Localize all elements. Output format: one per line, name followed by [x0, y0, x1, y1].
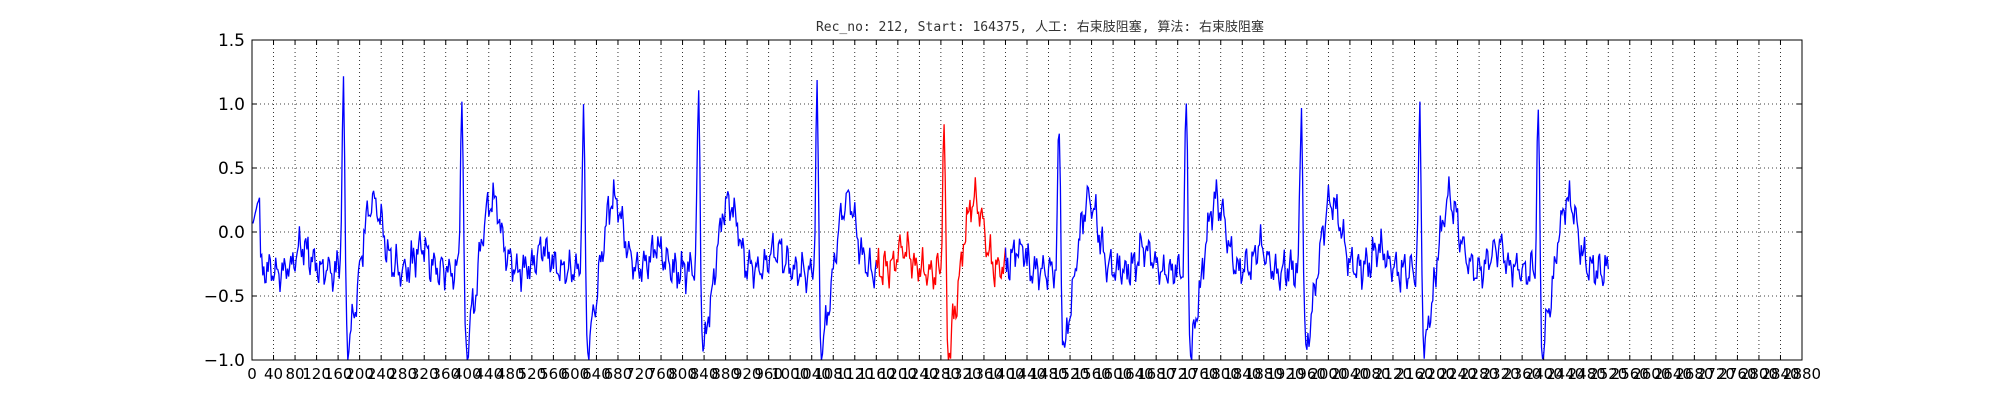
y-tick-label: 1.0 — [218, 95, 245, 115]
x-tick-label: 840 — [690, 365, 719, 383]
chart-title: Rec_no: 212, Start: 164375, 人工: 右束肢阻塞, 算… — [816, 19, 1264, 35]
x-tick-label: 1200 — [879, 365, 917, 383]
x-tick-label: 160 — [324, 365, 353, 383]
x-tick-label: 1080 — [814, 365, 852, 383]
x-tick-label: 2480 — [1568, 365, 1606, 383]
x-tick-label: 1680 — [1137, 365, 1175, 383]
x-tick-label: 2080 — [1352, 365, 1390, 383]
x-tick-label: 1120 — [836, 365, 874, 383]
x-tick-label: 1560 — [1072, 365, 1110, 383]
x-tick-label: 40 — [264, 365, 283, 383]
x-tick-label: 800 — [668, 365, 697, 383]
x-tick-label: 1840 — [1223, 365, 1261, 383]
plot-frame — [251, 39, 1803, 361]
x-tick-label: 480 — [496, 365, 525, 383]
x-tick-label: 1920 — [1266, 365, 1304, 383]
x-tick-label: 2800 — [1740, 365, 1778, 383]
x-tick-label: 1520 — [1051, 365, 1089, 383]
x-tick-label: 2720 — [1697, 365, 1735, 383]
x-tick-label: 2160 — [1395, 365, 1433, 383]
x-tick-label: 2280 — [1460, 365, 1498, 383]
x-tick-label: 1600 — [1094, 365, 1132, 383]
grid-lines — [252, 40, 1802, 360]
x-tick-label: 1640 — [1116, 365, 1154, 383]
x-tick-label: 1000 — [771, 365, 809, 383]
y-tick-label: 0.0 — [218, 223, 245, 243]
x-tick-label: 520 — [518, 365, 547, 383]
x-tick-label: 1040 — [793, 365, 831, 383]
x-tick-label: 1280 — [922, 365, 960, 383]
x-tick-label: 1240 — [900, 365, 938, 383]
x-tick-label: 360 — [431, 365, 460, 383]
ecg-highlight-line — [875, 124, 1007, 361]
ecg-series-line — [1004, 101, 1609, 361]
x-tick-label: 1320 — [943, 365, 981, 383]
x-tick-label: 2600 — [1632, 365, 1670, 383]
x-tick-label: 1400 — [986, 365, 1024, 383]
x-tick-label: 680 — [604, 365, 633, 383]
x-tick-label: 280 — [388, 365, 417, 383]
x-tick-label: 920 — [733, 365, 762, 383]
x-tick-label: 2640 — [1654, 365, 1692, 383]
x-tick-label: 2400 — [1525, 365, 1563, 383]
x-tick-label: 720 — [625, 365, 654, 383]
y-tick-label: 1.5 — [218, 31, 245, 51]
x-tick-label: 2560 — [1611, 365, 1649, 383]
x-tick-label: 1960 — [1288, 365, 1326, 383]
x-tick-label: 1720 — [1159, 365, 1197, 383]
x-tick-label: 2120 — [1374, 365, 1412, 383]
x-tick-label: 2440 — [1546, 365, 1584, 383]
x-tick-label: 1800 — [1202, 365, 1240, 383]
x-tick-label: 2040 — [1331, 365, 1369, 383]
x-tick-label: 120 — [302, 365, 331, 383]
x-tick-label: 2680 — [1675, 365, 1713, 383]
x-tick-label: 400 — [453, 365, 482, 383]
x-tick-label: 0 — [247, 365, 257, 383]
x-tick-label: 760 — [647, 365, 676, 383]
y-tick-label: 0.5 — [218, 159, 245, 179]
series-lines — [252, 76, 1609, 361]
x-tick-label: 2320 — [1482, 365, 1520, 383]
x-tick-label: 440 — [474, 365, 503, 383]
x-tick-label: 1160 — [857, 365, 895, 383]
x-tick-label: 960 — [754, 365, 783, 383]
x-tick-label: 2520 — [1589, 365, 1627, 383]
x-tick-label: 2360 — [1503, 365, 1541, 383]
x-tick-label: 2240 — [1438, 365, 1476, 383]
axis-ticks: 0 40 8012016020024028032036040044048052056… — [204, 31, 1821, 383]
y-tick-label: −0.5 — [204, 287, 245, 307]
x-tick-label: 80 — [286, 365, 305, 383]
x-tick-label: 880 — [711, 365, 740, 383]
x-tick-label: 2760 — [1718, 365, 1756, 383]
x-tick-label: 1360 — [965, 365, 1003, 383]
x-tick-label: 200 — [345, 365, 374, 383]
ecg-series-line — [252, 76, 877, 361]
x-tick-label: 2000 — [1309, 365, 1347, 383]
x-tick-label: 320 — [410, 365, 439, 383]
x-tick-label: 640 — [582, 365, 611, 383]
x-tick-label: 2200 — [1417, 365, 1455, 383]
x-tick-label: 1480 — [1029, 365, 1067, 383]
x-tick-label: 2880 — [1783, 365, 1821, 383]
x-tick-label: 600 — [561, 365, 590, 383]
x-tick-label: 240 — [367, 365, 396, 383]
x-tick-label: 1880 — [1245, 365, 1283, 383]
x-tick-label: 2840 — [1761, 365, 1799, 383]
x-tick-label: 1760 — [1180, 365, 1218, 383]
x-tick-label: 1440 — [1008, 365, 1046, 383]
x-tick-label: 560 — [539, 365, 568, 383]
y-tick-label: −1.0 — [204, 351, 245, 371]
